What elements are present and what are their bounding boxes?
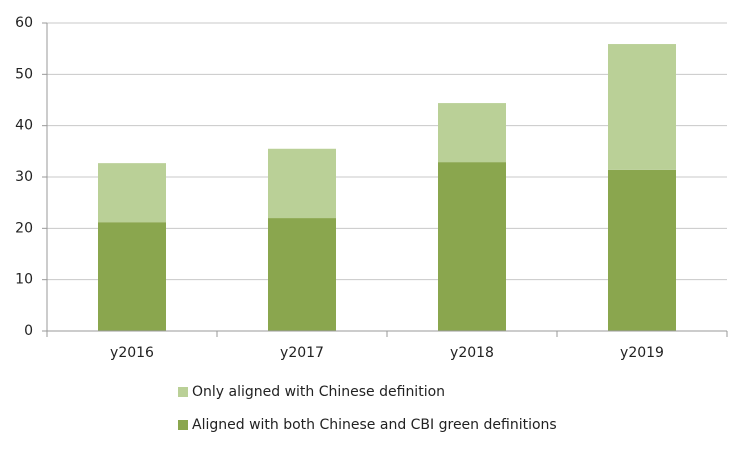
bar-segment — [98, 163, 166, 223]
x-tick-label: y2019 — [620, 345, 664, 361]
y-tick-label: 10 — [15, 272, 33, 288]
y-tick-label: 50 — [15, 66, 33, 82]
bar-segment — [98, 222, 166, 331]
bar-segment — [268, 148, 336, 219]
legend-label: Only aligned with Chinese definition — [192, 384, 445, 400]
bar-segment — [438, 162, 506, 331]
y-tick-label: 60 — [15, 15, 33, 31]
bar-segment — [438, 103, 506, 163]
x-tick-label: y2018 — [450, 345, 494, 361]
legend-label: Aligned with both Chinese and CBI green … — [192, 417, 557, 433]
y-tick-label: 30 — [15, 169, 33, 185]
y-tick-label: 40 — [15, 118, 33, 134]
bar-segment — [608, 169, 676, 331]
legend-swatch — [178, 387, 188, 397]
legend-swatch — [178, 420, 188, 430]
x-tick-label: y2016 — [110, 345, 154, 361]
bar-segment — [608, 44, 676, 170]
x-tick-label: y2017 — [280, 345, 324, 361]
bar-segment — [268, 218, 336, 331]
y-tick-label: 20 — [15, 220, 33, 236]
y-tick-label: 0 — [24, 323, 33, 339]
